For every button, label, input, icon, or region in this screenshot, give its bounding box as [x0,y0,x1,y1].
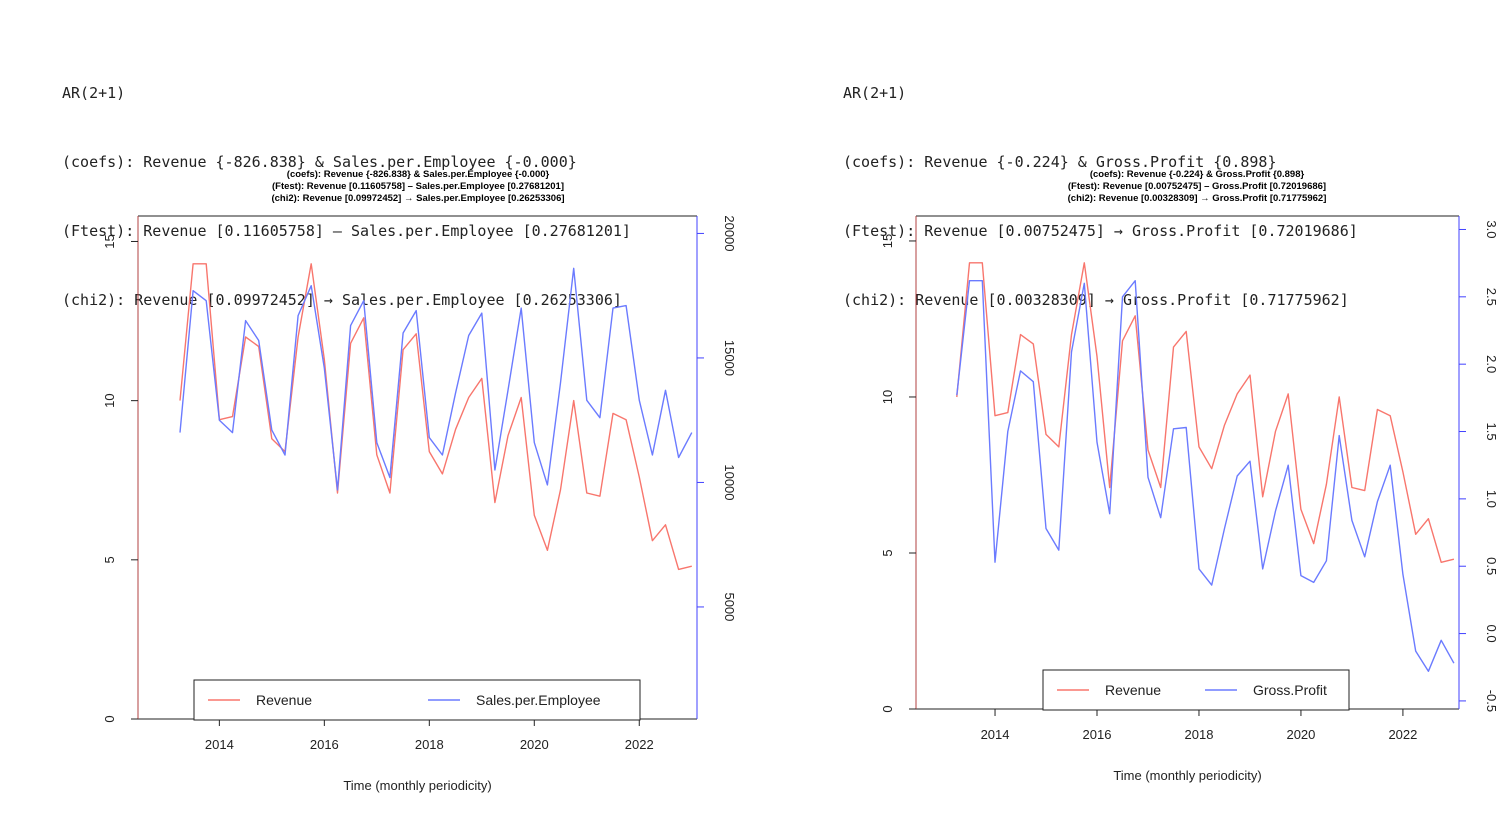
y-right-tick-label: -0.5 [1484,690,1499,712]
x-axis-label: Time (monthly periodicity) [1113,768,1261,783]
y-right-tick-label: 0.5 [1484,557,1499,575]
chart-title-line: (Ftest): Revenue [0.11605758] – Sales.pe… [272,181,564,192]
x-axis-label: Time (monthly periodicity) [343,778,491,793]
y-left-tick-label: 0 [102,715,117,722]
y-right-tick-label: 5000 [722,592,737,621]
dual-axis-line-chart: (coefs): Revenue {-0.224} & Gross.Profit… [880,169,1499,783]
y-left-tick-label: 15 [880,234,895,248]
x-tick-label: 2014 [205,737,234,752]
legend-box [193,679,641,721]
x-tick-label: 2018 [1185,727,1214,742]
info-line-model: AR(2+1) [843,84,907,102]
info-line-chi2: (chi2): Revenue [0.09972452] → Sales.per… [62,291,622,309]
y-right-tick-label: 1.5 [1484,422,1499,440]
y-left-tick-label: 5 [102,556,117,563]
info-line-coefs: (coefs): Revenue {-826.838} & Sales.per.… [62,153,577,171]
info-line-model: AR(2+1) [62,84,126,102]
y-right-tick-label: 2.5 [1484,288,1499,306]
info-line-ftest: (Ftest): Revenue [0.11605758] – Sales.pe… [62,222,631,240]
x-tick-label: 2014 [981,727,1010,742]
chart-title-line: (chi2): Revenue [0.00328309] → Gross.Pro… [1068,193,1327,204]
y-right-tick-label: 3.0 [1484,220,1499,238]
x-tick-label: 2022 [1388,727,1417,742]
info-header: AR(2+1) (coefs): Revenue {-826.838} & Sa… [62,36,631,358]
y-right-tick-label: 0.0 [1484,625,1499,643]
chart-title-line: (Ftest): Revenue [0.00752475] – Gross.Pr… [1068,181,1326,192]
x-tick-label: 2020 [520,737,549,752]
chart-title-line: (coefs): Revenue {-0.224} & Gross.Profit… [1090,169,1305,180]
legend-label: Gross.Profit [1253,682,1327,698]
x-tick-label: 2016 [310,737,339,752]
y-left-tick-label: 0 [880,705,895,712]
y-left-tick-label: 15 [102,234,117,248]
series-line-gross-profit [956,280,1455,672]
legend-label: Sales.per.Employee [476,692,601,708]
series-line-revenue [179,263,692,571]
y-right-tick-label: 2.0 [1484,355,1499,373]
info-header: AR(2+1) (coefs): Revenue {-0.224} & Gros… [843,36,1358,358]
legend-label: Revenue [1105,682,1161,698]
series-line-revenue [956,262,1455,563]
info-line-chi2: (chi2): Revenue [0.00328309] → Gross.Pro… [843,291,1349,309]
dual-axis-line-chart: (coefs): Revenue {-826.838} & Sales.per.… [102,169,737,793]
info-line-coefs: (coefs): Revenue {-0.224} & Gross.Profit… [843,153,1277,171]
y-right-tick-label: 20000 [722,215,737,251]
series-line-sales-per-employee [179,267,693,491]
legend-box [1042,669,1350,711]
x-tick-label: 2020 [1286,727,1315,742]
y-left-tick-label: 5 [880,549,895,556]
chart-panel-left: AR(2+1) (coefs): Revenue {-826.838} & Sa… [62,36,737,793]
legend-label: Revenue [256,692,312,708]
y-left-tick-label: 10 [880,390,895,404]
x-tick-label: 2018 [415,737,444,752]
y-left-tick-label: 10 [102,393,117,407]
chart-title-line: (chi2): Revenue [0.09972452] → Sales.per… [271,193,564,204]
info-line-ftest: (Ftest): Revenue [0.00752475] → Gross.Pr… [843,222,1358,240]
chart-panel-right: AR(2+1) (coefs): Revenue {-0.224} & Gros… [753,0,1506,826]
y-right-tick-label: 15000 [722,340,737,376]
y-right-tick-label: 1.0 [1484,490,1499,508]
x-tick-label: 2022 [625,737,654,752]
y-right-tick-label: 10000 [722,464,737,500]
x-tick-label: 2016 [1083,727,1112,742]
chart-title-line: (coefs): Revenue {-826.838} & Sales.per.… [287,169,550,180]
